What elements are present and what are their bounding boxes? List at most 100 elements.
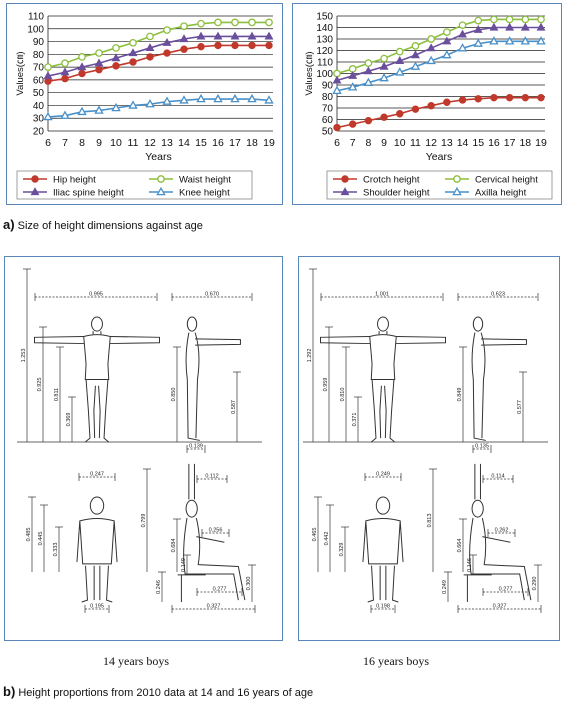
x-tick-label: 12 — [144, 137, 156, 149]
figure-head — [377, 316, 389, 332]
data-point — [264, 95, 274, 104]
x-tick-label: 10 — [110, 137, 122, 149]
data-point — [213, 31, 223, 40]
y-tick-label: 60 — [33, 75, 45, 86]
legend-box — [16, 170, 253, 200]
x-tick-label: 19 — [263, 137, 275, 149]
seated-legs — [367, 565, 399, 603]
data-point — [145, 43, 155, 52]
legend-marker — [340, 187, 350, 196]
figure-torso — [369, 334, 397, 380]
data-point — [179, 95, 189, 104]
data-point — [230, 93, 240, 103]
x-tick-label: 14 — [178, 137, 190, 149]
x-tick-label: 15 — [195, 137, 207, 149]
seated-head — [89, 496, 105, 515]
y-axis-label: Values(㎝) — [15, 51, 26, 95]
legend-marker — [341, 175, 349, 183]
sit-shoulder-dim-label: 0.445 — [38, 532, 44, 546]
x-tick-label: 10 — [394, 137, 406, 149]
series-knee-height — [43, 93, 274, 121]
y-tick-label: 30 — [33, 114, 45, 125]
data-point — [146, 32, 154, 41]
data-point — [348, 70, 358, 79]
seated-torso — [76, 517, 118, 565]
figure-arms — [320, 336, 446, 345]
data-point — [505, 22, 515, 31]
y-tick-label: 80 — [322, 92, 334, 103]
height-dim-label: 1.292 — [307, 349, 313, 363]
legend-label: Waist height — [179, 175, 231, 186]
series-crotch-height — [333, 93, 545, 132]
data-point — [129, 58, 137, 66]
data-point — [95, 49, 103, 57]
legend-marker — [452, 186, 462, 196]
crotch-dim-label: 0.811 — [54, 388, 60, 401]
thigh-length-dim-label: 0.277 — [213, 587, 227, 593]
figure-group: 1.001 1.292 0.959 0.810 0.371 0.623 0.849 0.577… — [303, 268, 548, 613]
waist-dim-label: 0.333 — [53, 543, 59, 557]
y-axis-label: Values(㎝) — [304, 51, 315, 95]
x-tick-label: 7 — [62, 137, 68, 149]
shoulder-width-dim-label: 0.249 — [376, 472, 390, 478]
data-point — [536, 36, 546, 45]
data-point — [128, 100, 138, 109]
figure-legs — [370, 379, 396, 443]
data-point — [231, 18, 239, 27]
data-point — [363, 77, 374, 86]
x-tick-label: 18 — [246, 137, 258, 149]
x-tick-label: 17 — [229, 137, 241, 149]
x-tick-label: 6 — [334, 137, 340, 149]
y-tick-label: 140 — [316, 23, 333, 34]
shoulder-dim-label: 0.959 — [323, 378, 329, 392]
y-tick-label: 100 — [27, 24, 44, 35]
y-tick-label: 40 — [33, 101, 45, 112]
series-shoulder-height — [332, 22, 546, 84]
y-tick-label: 20 — [33, 127, 45, 138]
side-hip-dim-label: 0.577 — [517, 400, 523, 414]
leg-dim-label: 0.327 — [493, 604, 507, 610]
series-waist-height — [44, 18, 273, 71]
data-point — [146, 53, 154, 61]
knee-dim-label: 0.371 — [352, 413, 358, 427]
chart-panel-1: 20 30 40 50 60 70 80 90 100 110 6 7 8 9 10 11 12 13 14 15 16… — [6, 3, 283, 205]
data-point — [490, 93, 498, 102]
data-point — [163, 26, 171, 34]
figure-neck — [92, 331, 102, 335]
label-16-years-boys: 16 years boys — [363, 654, 429, 668]
data-point — [197, 19, 205, 28]
seated-legs — [81, 565, 113, 603]
height-dim-label: 1.253 — [21, 349, 27, 363]
legend-label: Axilla height — [475, 188, 527, 199]
data-point — [95, 65, 103, 74]
hip-width-dim-label: 0.195 — [90, 604, 104, 610]
data-point — [380, 113, 388, 121]
x-tick-label: 9 — [381, 137, 387, 149]
data-point — [94, 105, 104, 114]
thigh-dim-label: 0.149 — [181, 558, 187, 572]
data-point — [348, 120, 357, 128]
upper-dim-label: 0.664 — [457, 539, 463, 553]
data-point — [443, 98, 451, 106]
data-point — [230, 31, 240, 40]
legend-label: Hip height — [53, 175, 96, 186]
sit-height-dim-label: 0.465 — [312, 528, 318, 542]
data-point — [163, 49, 171, 57]
data-point — [427, 35, 436, 43]
data-point — [521, 15, 530, 24]
y-tick-label: 110 — [28, 12, 44, 23]
data-point — [94, 58, 104, 67]
crotch-dim-label: 0.810 — [340, 388, 346, 402]
caption-b: b) Height proportions from 2010 data at … — [3, 684, 313, 699]
data-point — [537, 93, 545, 102]
data-point — [214, 18, 222, 27]
data-point — [489, 22, 499, 31]
data-point — [426, 55, 436, 65]
knee-height-dim-label: 0.300 — [246, 577, 252, 591]
data-point — [265, 41, 273, 50]
data-point — [396, 110, 404, 118]
legend-marker — [31, 175, 39, 183]
seated-torso — [362, 517, 404, 565]
side-chest-dim-label: 0.850 — [171, 388, 177, 402]
